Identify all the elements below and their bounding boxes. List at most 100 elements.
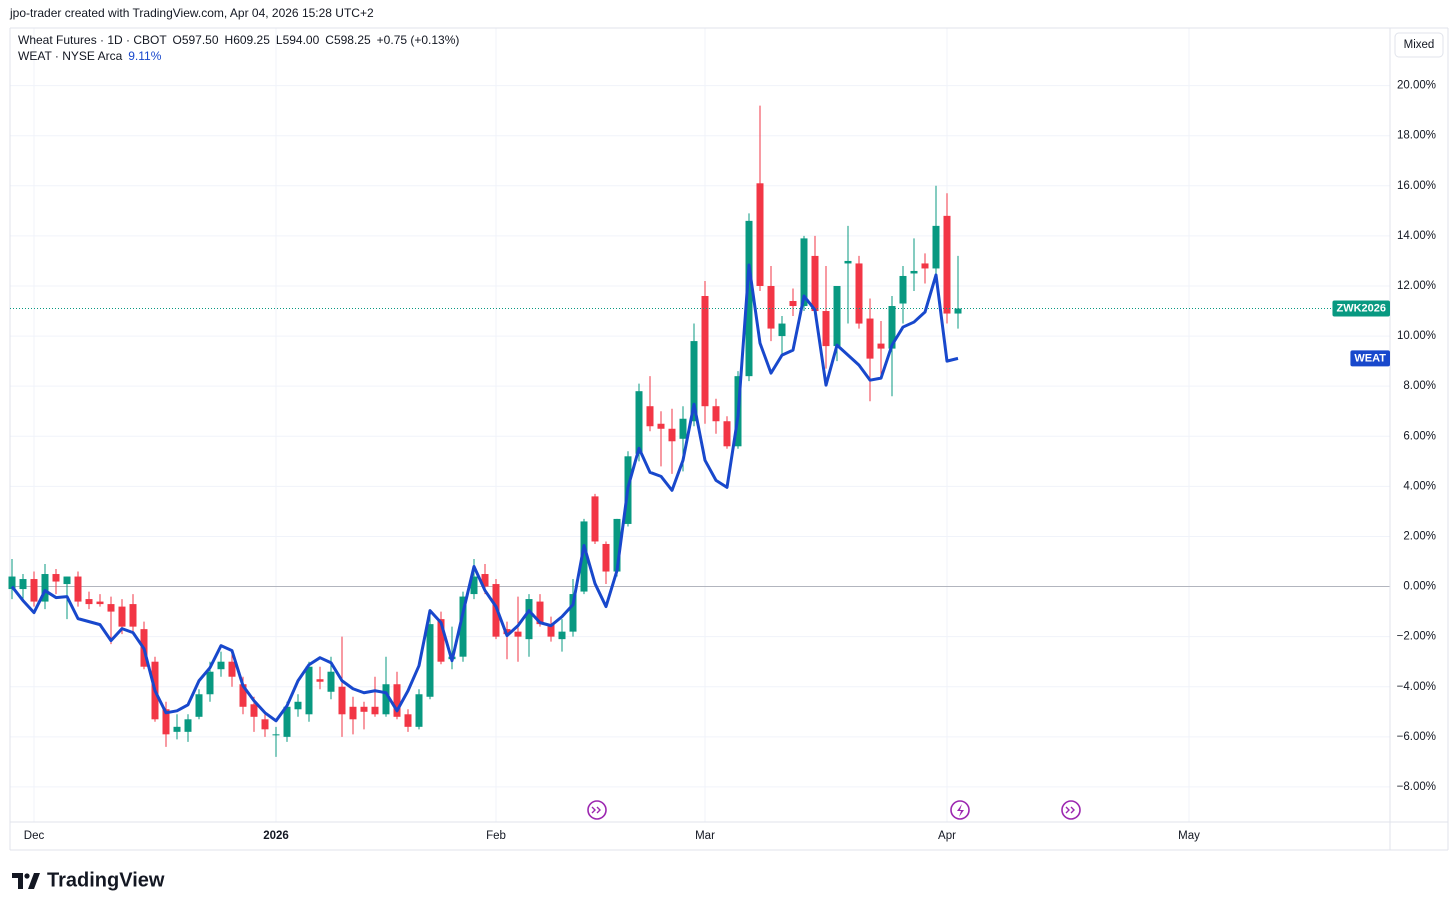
candle-body xyxy=(63,576,71,585)
candle-body xyxy=(30,579,38,602)
header-title: jpo-trader created with TradingView.com,… xyxy=(9,6,374,20)
candle-body xyxy=(8,576,16,590)
logo-text: TradingView xyxy=(47,869,165,891)
logo-dot xyxy=(24,873,30,879)
x-tick-label: Apr xyxy=(938,830,956,842)
y-tick-label: 2.00% xyxy=(1403,530,1436,542)
line-series xyxy=(10,263,959,723)
grid xyxy=(10,28,1390,822)
candle-body xyxy=(844,260,852,264)
candle-body xyxy=(613,518,621,572)
candle-body xyxy=(107,604,115,612)
candle-body xyxy=(239,684,247,707)
candle-body xyxy=(118,606,126,627)
candle-body xyxy=(162,709,170,735)
y-tick-label: 6.00% xyxy=(1403,430,1436,442)
candle-body xyxy=(657,423,665,429)
candle-body xyxy=(756,183,764,286)
candle-body xyxy=(41,574,49,602)
y-tick-label: 8.00% xyxy=(1403,380,1436,392)
candle-body xyxy=(261,719,269,730)
price-label: WEAT xyxy=(1350,350,1390,367)
candle-body xyxy=(371,706,379,715)
candle-body xyxy=(558,631,566,640)
candle-body xyxy=(206,671,214,695)
candle-body xyxy=(690,341,698,422)
candle-body xyxy=(272,734,280,736)
candle-body xyxy=(19,579,27,590)
candle-body xyxy=(712,406,720,422)
y-tick-label: 18.00% xyxy=(1397,130,1436,142)
candle-body xyxy=(899,275,907,304)
candle-body xyxy=(415,694,423,727)
candle-body xyxy=(129,604,137,627)
event-icon[interactable] xyxy=(587,800,607,820)
candle-body xyxy=(437,619,445,662)
candle-body xyxy=(635,391,643,454)
candle-body xyxy=(767,285,775,329)
candle-body xyxy=(668,428,676,442)
price-label-box xyxy=(1350,350,1390,367)
candle-body xyxy=(393,684,401,717)
legend-name: Wheat Futures · 1D · CBOT xyxy=(18,33,167,47)
scale-button[interactable]: Mixed xyxy=(1394,32,1444,58)
legend-field: C598.25 xyxy=(325,33,371,47)
y-tick-label: −2.00% xyxy=(1397,631,1436,643)
candle-body xyxy=(96,601,104,605)
price-label-box xyxy=(1332,300,1390,317)
candle-body xyxy=(514,631,522,637)
event-icon[interactable] xyxy=(1061,800,1081,820)
legend-field: L594.00 xyxy=(276,33,320,47)
candle-body xyxy=(74,576,82,602)
candle-body xyxy=(536,601,544,625)
candle-body xyxy=(800,238,808,307)
candle-body xyxy=(591,496,599,542)
candle-body xyxy=(921,263,929,269)
legend-name: WEAT · NYSE Arca xyxy=(18,49,123,63)
candle-body xyxy=(745,220,753,377)
candle-body xyxy=(184,719,192,732)
candle-body xyxy=(404,714,412,727)
scale-button-label: Mixed xyxy=(1404,39,1435,51)
y-tick-label: 0.00% xyxy=(1403,581,1436,593)
y-tick-label: 14.00% xyxy=(1397,230,1436,242)
candle-body xyxy=(789,301,797,307)
candle-body xyxy=(679,418,687,439)
candle-body xyxy=(525,599,533,640)
candle-body xyxy=(833,285,841,347)
y-tick-label: 16.00% xyxy=(1397,180,1436,192)
candle-body xyxy=(305,666,313,715)
legend-field: H609.25 xyxy=(225,33,271,47)
candle-body xyxy=(646,406,654,427)
candle-body xyxy=(866,318,874,359)
legend-row: WEAT · NYSE Arca 9.11% xyxy=(18,49,162,63)
candle-body xyxy=(811,255,819,312)
candle-body xyxy=(250,704,258,717)
candle-body xyxy=(481,574,489,587)
candle-body xyxy=(888,306,896,349)
price-label-text: ZWK2026 xyxy=(1336,302,1386,314)
events xyxy=(587,800,1081,820)
candle-body xyxy=(195,694,203,717)
candle-body xyxy=(228,661,236,677)
logo: TradingView xyxy=(12,869,165,891)
candle-body xyxy=(723,421,731,447)
legend-row: Wheat Futures · 1D · CBOT O597.50 H609.25 L… xyxy=(18,33,459,47)
candle-body xyxy=(877,343,885,349)
candle-body xyxy=(382,684,390,715)
candle-body xyxy=(360,706,368,712)
candle-body xyxy=(316,679,324,682)
candle-body xyxy=(52,574,60,582)
legend-field: O597.50 xyxy=(172,33,218,47)
y-tick-label: 12.00% xyxy=(1397,280,1436,292)
scale-button-box xyxy=(1394,32,1444,58)
candle-body xyxy=(349,706,357,720)
y-tick-label: −8.00% xyxy=(1397,781,1436,793)
candle-body xyxy=(580,521,588,592)
candle-body xyxy=(217,661,225,670)
x-tick-label: Mar xyxy=(695,830,715,842)
candle-body xyxy=(602,543,610,572)
candle-body xyxy=(283,706,291,737)
